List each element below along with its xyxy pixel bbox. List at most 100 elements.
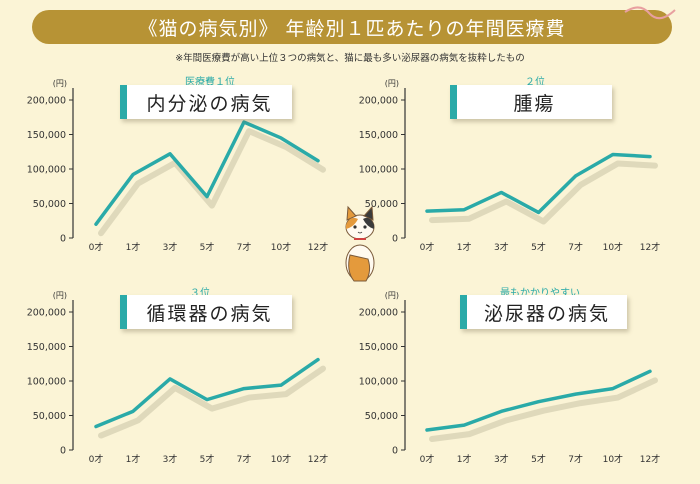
y-tick-label: 150,000 xyxy=(27,130,66,141)
data-point xyxy=(168,377,172,381)
data-point xyxy=(425,209,429,213)
title-banner: 《猫の病気別》 年齢別１匹あたりの年間医療費 xyxy=(32,10,672,44)
data-point xyxy=(279,136,283,140)
x-tick-label: 5才 xyxy=(200,241,215,253)
data-point xyxy=(316,358,320,361)
data-point xyxy=(648,155,652,158)
rank-label: ３位 xyxy=(190,288,210,299)
chart-urinary: (円) 0 50,000 100,000 150,000 200,000 0才 1才 3才 5才 7… xyxy=(350,272,700,477)
series-shadow xyxy=(429,377,658,442)
x-tick-label: 10才 xyxy=(603,241,623,253)
y-tick-label: 150,000 xyxy=(359,130,398,141)
series-line xyxy=(94,120,320,226)
data-point xyxy=(205,195,209,198)
y-tick-label: 50,000 xyxy=(33,199,66,210)
x-tick-label: 7才 xyxy=(237,453,252,465)
x-tick-label: 1才 xyxy=(126,453,141,465)
series-shadow xyxy=(98,365,326,439)
x-tick-label: 3才 xyxy=(163,241,178,253)
chart-title: 腫瘍 xyxy=(450,85,612,119)
data-point xyxy=(131,410,135,413)
x-tick-label: 12才 xyxy=(308,453,328,465)
footnote: ※年間医療費が高い上位３つの病気と、猫に最も多い泌尿器の病気を抜粋したもの xyxy=(175,53,525,64)
x-tick-label: 5才 xyxy=(531,241,546,253)
x-tick-label: 0才 xyxy=(89,241,104,253)
series-shadow xyxy=(98,128,326,237)
decorative-scribble xyxy=(624,6,676,20)
y-unit-label: (円) xyxy=(385,79,399,88)
data-point xyxy=(94,425,98,428)
x-tick-label: 12才 xyxy=(308,241,328,253)
data-point xyxy=(279,383,283,387)
data-point xyxy=(242,120,246,124)
y-tick-label: 100,000 xyxy=(27,165,66,176)
data-point xyxy=(205,398,209,401)
y-tick-label: 0 xyxy=(392,446,398,457)
data-point xyxy=(648,370,652,373)
data-point xyxy=(537,211,540,214)
x-tick-label: 3才 xyxy=(163,453,178,465)
x-tick-label: 10才 xyxy=(603,453,623,465)
y-tick-label: 0 xyxy=(60,234,66,245)
x-tick-label: 0才 xyxy=(89,453,104,465)
data-point xyxy=(574,174,577,178)
y-tick-label: 100,000 xyxy=(359,377,398,388)
y-tick-label: 150,000 xyxy=(27,342,66,353)
y-tick-label: 200,000 xyxy=(359,308,398,319)
y-tick-label: 200,000 xyxy=(359,96,398,107)
x-tick-label: 5才 xyxy=(531,453,546,465)
data-point xyxy=(242,387,246,390)
rank-label: 最もかかりやすい xyxy=(500,288,580,299)
data-point xyxy=(574,392,577,396)
data-point xyxy=(500,410,503,413)
x-tick-label: 12才 xyxy=(640,241,660,253)
x-tick-label: 5才 xyxy=(200,453,215,465)
y-tick-label: 100,000 xyxy=(27,377,66,388)
chart-title: 内分泌の病気 xyxy=(120,85,292,119)
data-point xyxy=(316,159,320,162)
data-point xyxy=(611,387,615,390)
page-title: 《猫の病気別》 年齢別１匹あたりの年間医療費 xyxy=(138,17,566,40)
data-point xyxy=(131,173,135,176)
y-tick-label: 50,000 xyxy=(33,411,66,422)
rank-label: 医療費１位 xyxy=(185,77,235,88)
y-tick-label: 50,000 xyxy=(365,411,398,422)
y-tick-label: 0 xyxy=(60,446,66,457)
x-tick-label: 0才 xyxy=(420,241,435,253)
data-point xyxy=(611,153,615,156)
data-point xyxy=(462,208,466,211)
chart-tumor: (円) 0 50,000 100,000 150,000 200,000 0才 1才 3才 5才 7… xyxy=(350,60,700,265)
x-tick-label: 3才 xyxy=(494,453,509,465)
x-tick-label: 7才 xyxy=(237,241,252,253)
chart-circulatory: (円) 0 50,000 100,000 150,000 200,000 0才 1才 3才 5才 7… xyxy=(0,272,345,477)
chart-title: 循環器の病気 xyxy=(120,295,292,329)
x-tick-label: 10才 xyxy=(271,241,291,253)
data-point xyxy=(462,423,466,427)
y-unit-label: (円) xyxy=(385,291,399,300)
y-tick-label: 200,000 xyxy=(27,308,66,319)
x-tick-label: 7才 xyxy=(568,453,583,465)
y-tick-label: 0 xyxy=(392,234,398,245)
data-point xyxy=(94,223,98,226)
x-tick-label: 7才 xyxy=(568,241,583,253)
x-tick-label: 12才 xyxy=(640,453,660,465)
x-tick-label: 10才 xyxy=(271,453,291,465)
y-tick-label: 50,000 xyxy=(365,199,398,210)
y-tick-label: 100,000 xyxy=(359,165,398,176)
cat-illustration xyxy=(345,205,375,282)
x-tick-label: 1才 xyxy=(126,241,141,253)
chart-title: 泌尿器の病気 xyxy=(460,295,627,329)
chart-tumor-svg: (円) 0 50,000 100,000 150,000 200,000 0才 1才 3才 5才 7… xyxy=(359,79,661,253)
series-shadow xyxy=(429,160,658,225)
data-point xyxy=(537,400,540,403)
chart-circulatory-svg: (円) 0 50,000 100,000 150,000 200,000 0才 1才 3才 5才 7… xyxy=(27,291,329,465)
chart-urinary-svg: (円) 0 50,000 100,000 150,000 200,000 0才 1才 3才 5才 7… xyxy=(359,291,661,465)
y-tick-label: 200,000 xyxy=(27,96,66,107)
rank-label: ２位 xyxy=(525,77,545,88)
x-tick-label: 1才 xyxy=(457,241,472,253)
y-tick-label: 150,000 xyxy=(359,342,398,353)
data-point xyxy=(425,428,429,432)
x-tick-label: 0才 xyxy=(420,453,435,465)
x-tick-label: 1才 xyxy=(457,453,472,465)
y-unit-label: (円) xyxy=(53,291,67,300)
